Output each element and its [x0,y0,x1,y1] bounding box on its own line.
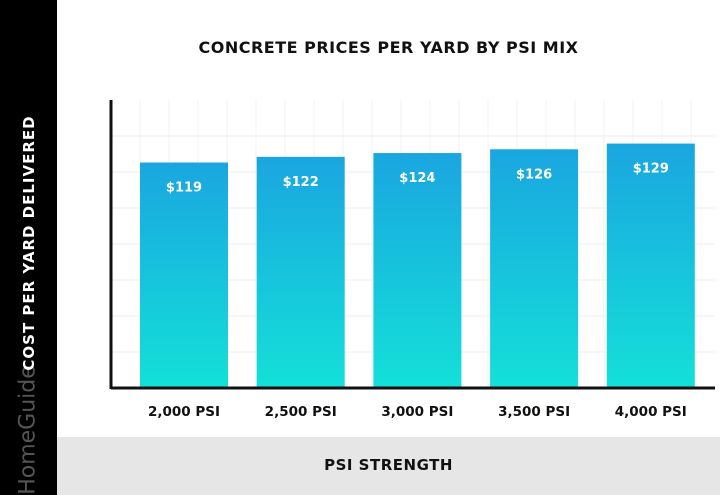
x-axis-label: PSI STRENGTH [324,456,453,474]
x-tick-label: 4,000 PSI [615,404,687,420]
bar [256,156,345,388]
bar [606,143,695,388]
bar [490,149,579,388]
chart-title: CONCRETE PRICES PER YARD BY PSI MIX [198,38,579,57]
data-label: $119 [166,181,202,196]
x-axis-label-band [57,437,720,495]
bar [373,153,462,388]
data-label: $126 [516,167,552,182]
x-tick-label: 2,000 PSI [148,404,220,420]
x-tick-label: 2,500 PSI [265,404,337,420]
data-label: $129 [633,162,669,177]
left-sidebar [0,0,57,495]
bar [140,162,228,388]
data-label: $122 [283,175,319,190]
x-tick-label: 3,000 PSI [381,404,453,420]
x-tick-label: 3,500 PSI [498,404,570,420]
data-label: $124 [399,171,435,186]
